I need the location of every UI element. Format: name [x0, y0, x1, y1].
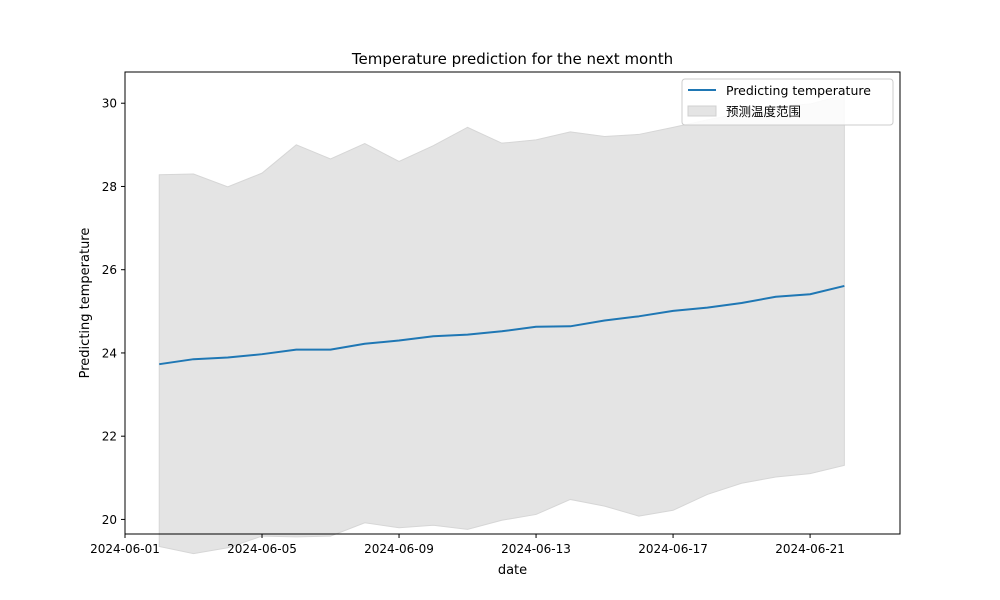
- y-tick-label: 28: [102, 180, 117, 194]
- y-axis-label: Predicting temperature: [78, 228, 93, 379]
- legend: Predicting temperature 预测温度范围: [681, 78, 894, 126]
- x-axis: 2024-06-01 2024-06-05 2024-06-09 2024-06-13…: [90, 534, 845, 556]
- x-tick-label: 2024-06-13: [501, 542, 571, 556]
- x-tick-label: 2024-06-05: [227, 542, 297, 556]
- legend-band-swatch: [687, 105, 717, 117]
- y-tick-label: 30: [102, 97, 117, 111]
- legend-label-band: 预测温度范围: [726, 104, 801, 119]
- prediction-range-band: [158, 94, 845, 555]
- legend-label-line: Predicting temperature: [726, 83, 871, 98]
- y-tick-label: 24: [102, 346, 117, 360]
- chart-title: Temperature prediction for the next mont…: [351, 50, 673, 68]
- x-tick-label: 2024-06-01: [90, 542, 160, 556]
- x-tick-label: 2024-06-17: [638, 542, 708, 556]
- y-tick-label: 26: [102, 263, 117, 277]
- plot-frame: [124, 71, 901, 535]
- band-layer: [158, 94, 845, 555]
- y-tick-label: 20: [102, 513, 117, 527]
- legend-box: [681, 78, 894, 126]
- x-axis-label: date: [498, 563, 527, 578]
- line-layer: [159, 284, 845, 366]
- y-axis: 20 22 24 26 28 30: [102, 97, 125, 527]
- y-tick-label: 22: [102, 430, 117, 444]
- x-tick-label: 2024-06-21: [775, 542, 845, 556]
- x-tick-label: 2024-06-09: [364, 542, 434, 556]
